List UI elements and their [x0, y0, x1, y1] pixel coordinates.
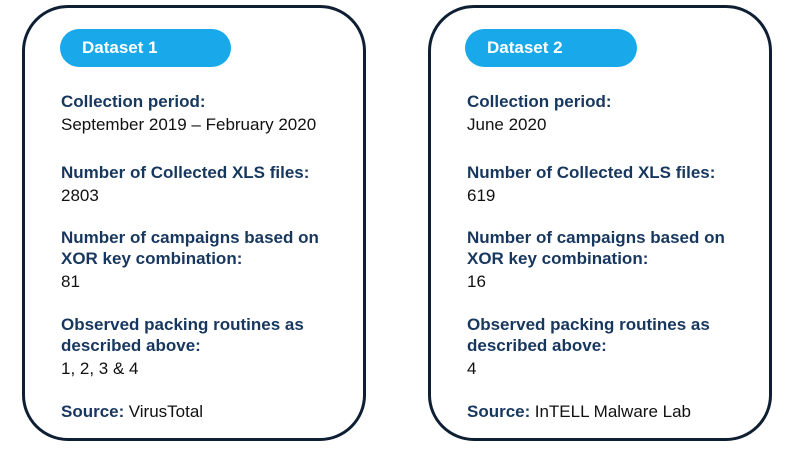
dataset-2-card: Dataset 2 Collection period: June 2020 N… [428, 5, 772, 441]
campaigns-section: Number of campaigns based on XOR key com… [467, 227, 761, 292]
collection-period-label: Collection period: [467, 92, 612, 111]
campaigns-value: 16 [467, 272, 486, 291]
dataset-1-card: Dataset 1 Collection period: September 2… [22, 5, 366, 441]
xls-files-label: Number of Collected XLS files: [467, 163, 716, 182]
xls-files-section: Number of Collected XLS files: 2803 [61, 162, 355, 206]
packing-routines-section: Observed packing routines as described a… [467, 314, 761, 379]
source-label: Source: [61, 402, 125, 421]
dataset-1-title: Dataset 1 [60, 29, 231, 67]
campaigns-section: Number of campaigns based on XOR key com… [61, 227, 355, 292]
packing-routines-label: Observed packing routines as described a… [61, 315, 304, 355]
source-value: InTELL Malware Lab [534, 402, 691, 421]
packing-routines-value: 1, 2, 3 & 4 [61, 359, 139, 378]
collection-period-section: Collection period: September 2019 – Febr… [61, 91, 355, 135]
xls-files-value: 619 [467, 186, 496, 205]
campaigns-label: Number of campaigns based on XOR key com… [61, 228, 319, 268]
campaigns-value: 81 [61, 272, 80, 291]
campaigns-label: Number of campaigns based on XOR key com… [467, 228, 725, 268]
source-label: Source: [467, 402, 531, 421]
source-value: VirusTotal [128, 402, 204, 421]
source-section: Source: InTELL Malware Lab [467, 401, 761, 422]
source-section: Source: VirusTotal [61, 401, 355, 422]
xls-files-label: Number of Collected XLS files: [61, 163, 310, 182]
xls-files-value: 2803 [61, 186, 99, 205]
collection-period-value: September 2019 – February 2020 [61, 115, 317, 134]
collection-period-value: June 2020 [467, 115, 547, 134]
collection-period-section: Collection period: June 2020 [467, 91, 761, 135]
dataset-2-title: Dataset 2 [465, 29, 637, 67]
xls-files-section: Number of Collected XLS files: 619 [467, 162, 761, 206]
packing-routines-label: Observed packing routines as described a… [467, 315, 710, 355]
packing-routines-section: Observed packing routines as described a… [61, 314, 355, 379]
collection-period-label: Collection period: [61, 92, 206, 111]
packing-routines-value: 4 [467, 359, 477, 378]
